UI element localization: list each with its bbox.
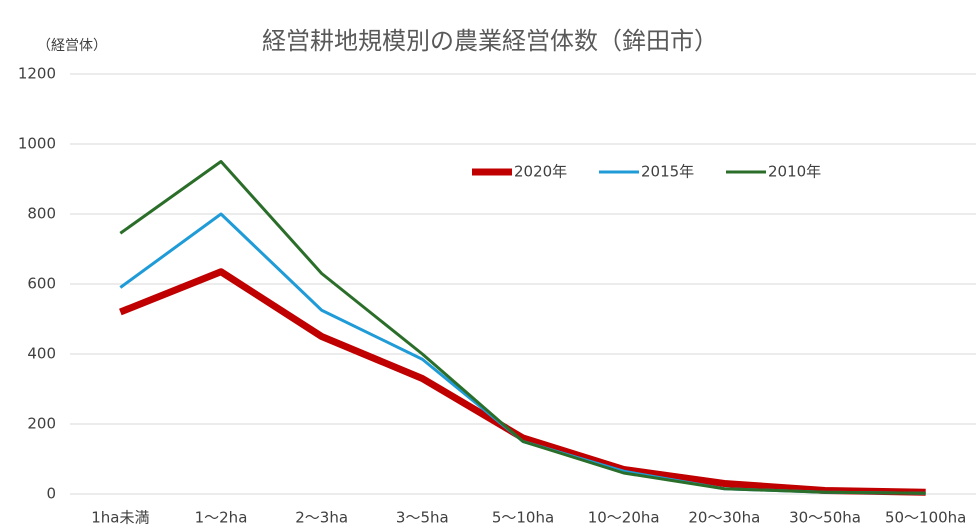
legend-label: 2015年 xyxy=(641,163,694,181)
y-tick-label: 200 xyxy=(27,415,56,433)
series-line xyxy=(119,268,926,496)
legend-label: 2010年 xyxy=(768,163,821,181)
y-axis-label: （経営体） xyxy=(37,38,107,54)
y-tick-label: 400 xyxy=(27,345,56,363)
series-line xyxy=(119,160,926,495)
chart-title: 経営耕地規模別の農業経営体数（鉾田市） xyxy=(262,27,718,55)
x-tick-label: 3～5ha xyxy=(396,509,449,527)
x-tick-label: 1ha未満 xyxy=(91,509,149,527)
x-tick-label: 50～100ha xyxy=(885,509,966,527)
x-tick-label: 5～10ha xyxy=(492,509,554,527)
x-tick-label: 10～20ha xyxy=(588,509,660,527)
y-tick-label: 1200 xyxy=(18,65,56,83)
x-tick-label: 30～50ha xyxy=(789,509,861,527)
y-tick-label: 0 xyxy=(46,485,56,503)
y-tick-label: 800 xyxy=(27,205,56,223)
y-tick-label: 1000 xyxy=(18,135,56,153)
x-tick-label: 1～2ha xyxy=(195,509,248,527)
y-tick-label: 600 xyxy=(27,275,56,293)
x-tick-label: 2～3ha xyxy=(295,509,348,527)
legend-label: 2020年 xyxy=(514,163,567,181)
x-tick-label: 20～30ha xyxy=(688,509,760,527)
